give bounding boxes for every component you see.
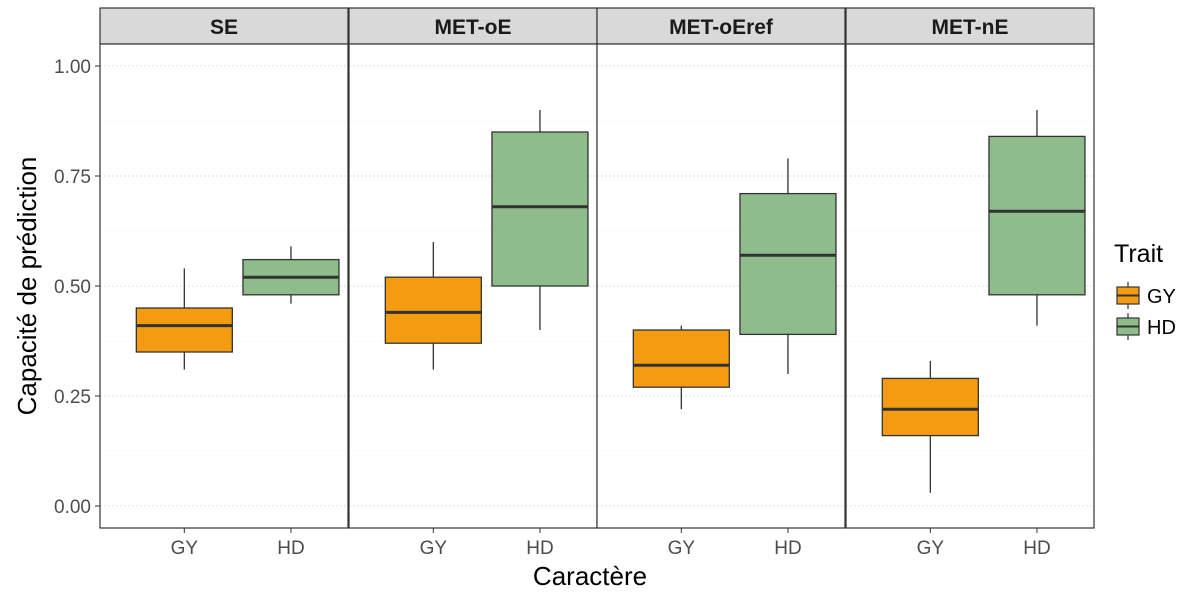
box-iqr xyxy=(632,329,730,388)
boxplot-hd xyxy=(491,110,589,330)
box-iqr xyxy=(384,276,482,344)
box-iqr xyxy=(739,192,837,336)
box-iqr xyxy=(135,307,233,353)
x-tick-label: HD xyxy=(526,538,553,559)
legend-label: GY xyxy=(1147,286,1176,308)
boxplot-gy xyxy=(384,242,482,370)
box-iqr xyxy=(988,135,1086,296)
facet-strip-label: MET-nE xyxy=(932,16,1009,39)
y-tick-label: 0.25 xyxy=(54,387,91,408)
facet-panel-2: MET-oE GY HD xyxy=(348,7,598,559)
panel-border xyxy=(845,43,1095,529)
facet-strip xyxy=(845,7,1095,45)
facet-strip-label: MET-oE xyxy=(435,16,512,39)
boxplot-gy xyxy=(135,268,233,370)
x-tick-label: HD xyxy=(1023,538,1050,559)
y-axis-title: Capacité de prédiction xyxy=(12,157,42,416)
facet-panel-4: MET-nE GY HD xyxy=(845,7,1095,559)
legend-title: Trait xyxy=(1114,240,1163,268)
boxplot-gy xyxy=(881,360,979,493)
y-axis: 0.00 0.25 0.50 0.75 1.00 xyxy=(54,57,100,518)
facet-panel-1: SE GY HD xyxy=(99,7,349,559)
box-iqr xyxy=(881,377,979,437)
legend-key-hd xyxy=(1116,313,1140,340)
facet-strip xyxy=(596,7,846,45)
x-tick-label: HD xyxy=(774,538,801,559)
y-tick-label: 0.50 xyxy=(54,277,91,298)
facet-panels: SE GY HD MET-oE GY HD MET-oEref GY HD MET-nE GY HD xyxy=(99,7,1095,559)
x-tick-label: GY xyxy=(917,538,945,559)
x-tick-label: GY xyxy=(171,538,199,559)
y-tick-label: 0.00 xyxy=(54,497,91,518)
facet-strip xyxy=(99,7,349,45)
boxplot-hd xyxy=(988,110,1086,326)
y-tick-label: 0.75 xyxy=(54,167,91,188)
facet-strip-label: SE xyxy=(210,16,238,39)
box-iqr xyxy=(491,131,589,287)
legend-key-gy xyxy=(1116,282,1140,309)
legend: Trait GY HD xyxy=(1114,240,1176,340)
x-tick-label: GY xyxy=(668,538,696,559)
x-tick-label: GY xyxy=(420,538,448,559)
facet-panel-3: MET-oEref GY HD xyxy=(596,7,846,559)
x-axis-title: Caractère xyxy=(533,561,647,591)
facet-strip-label: MET-oEref xyxy=(669,16,774,39)
x-tick-label: HD xyxy=(277,538,304,559)
legend-label: HD xyxy=(1147,317,1176,339)
boxplot-hd xyxy=(739,158,837,374)
y-tick-label: 1.00 xyxy=(54,57,91,78)
boxplot-gy xyxy=(632,325,730,410)
panel-border xyxy=(596,43,846,529)
boxplot-hd xyxy=(242,246,340,304)
